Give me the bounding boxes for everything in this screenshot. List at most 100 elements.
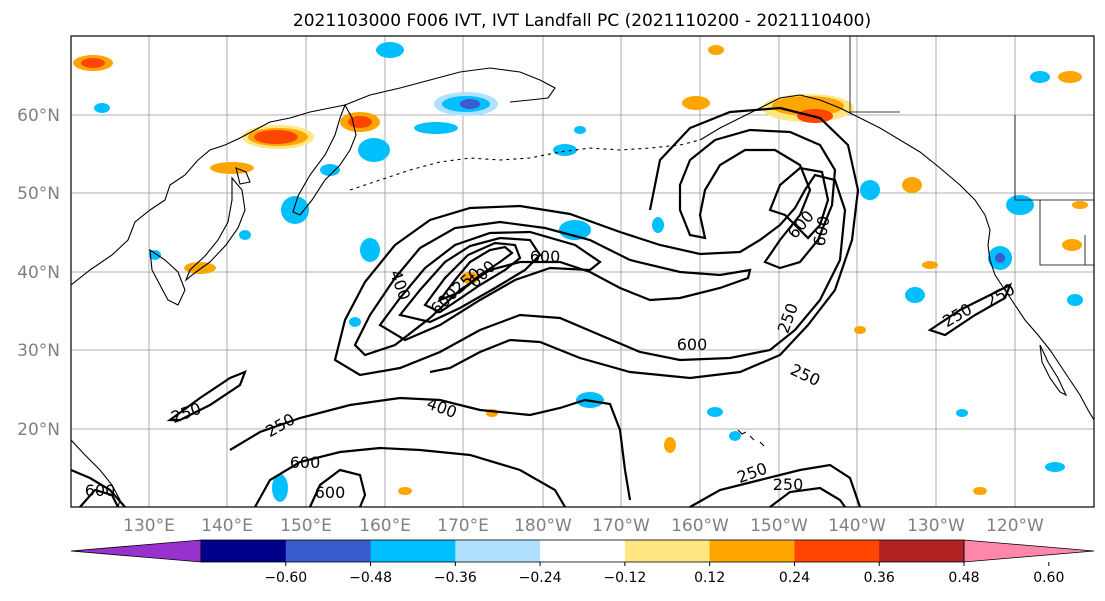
colorbar-segment [879, 540, 965, 562]
lon-tick-label: 170°W [592, 516, 650, 536]
negative-anomaly [1045, 462, 1065, 472]
colorbar-tick-label: −0.12 [603, 570, 646, 586]
negative-anomaly [995, 253, 1005, 263]
colorbar-segment [201, 540, 287, 562]
negative-anomaly [281, 196, 309, 224]
lat-tick-label: 20°N [17, 420, 60, 440]
lat-tick-label: 40°N [17, 263, 60, 283]
positive-anomaly [81, 58, 105, 68]
contour-line [423, 241, 522, 314]
contour-line [429, 106, 860, 380]
coastline [149, 248, 186, 306]
contour-label: 600 [677, 335, 708, 354]
negative-anomaly [652, 217, 664, 233]
negative-anomaly [707, 407, 723, 417]
hawaii [737, 429, 765, 447]
colorbar-segment [540, 540, 626, 562]
colorbar-tick-label: 0.60 [1033, 570, 1064, 586]
lat-tick-label: 30°N [17, 341, 60, 361]
positive-anomaly [1072, 201, 1088, 209]
contour-line [308, 468, 367, 508]
positive-anomaly [973, 487, 987, 495]
negative-anomaly [574, 126, 586, 134]
lon-tick-label: 160°E [359, 516, 411, 536]
border [849, 36, 900, 113]
longitude-labels: 130°E 140°E 150°E 160°E 170°E 180°W 170°… [123, 516, 1044, 536]
lat-tick-label: 50°N [17, 184, 60, 204]
negative-anomaly [1067, 294, 1083, 306]
latitude-labels: 60°N 50°N 40°N 30°N 20°N [17, 106, 60, 440]
lon-tick-label: 140°E [201, 516, 253, 536]
colorbar-segment [624, 540, 711, 562]
colorbar-tick-label: 0.12 [694, 570, 725, 586]
negative-anomaly [94, 103, 110, 113]
contour-line [70, 468, 126, 508]
pc-shading [73, 42, 1088, 502]
negative-anomaly [376, 42, 404, 58]
lon-tick-label: 170°E [437, 516, 489, 536]
negative-anomaly [414, 122, 458, 134]
contour-label: 600 [315, 483, 346, 502]
coastline [184, 176, 246, 282]
contour-label: 250 [773, 475, 804, 494]
ivt-contours [70, 106, 1013, 508]
aleutian-islands [349, 139, 701, 191]
negative-anomaly [349, 317, 361, 327]
negative-anomaly [460, 99, 480, 109]
colorbar-tick-label: 0.36 [864, 570, 895, 586]
colorbar-segment [370, 540, 456, 562]
contour-line [229, 396, 632, 501]
contour-label: 600 [530, 247, 561, 266]
lat-tick-label: 60°N [17, 106, 60, 126]
positive-anomaly [682, 96, 710, 110]
coastline [1039, 344, 1068, 397]
coastline [235, 167, 251, 185]
positive-anomaly [398, 487, 412, 495]
colorbar-segment [709, 540, 795, 562]
contour-line [333, 173, 847, 377]
negative-anomaly [320, 164, 340, 176]
colorbar-tick-label: 0.24 [779, 570, 810, 586]
lon-tick-label: 150°E [280, 516, 332, 536]
figure-title: 2021103000 F006 IVT, IVT Landfall PC (20… [293, 11, 871, 31]
contour-line [768, 166, 830, 240]
positive-anomaly [664, 437, 676, 453]
negative-anomaly [149, 250, 161, 260]
positive-anomaly [708, 45, 724, 55]
colorbar-tick-label: −0.60 [264, 570, 307, 586]
colorbar-tick-label: −0.24 [519, 570, 562, 586]
contour-line [398, 236, 542, 324]
positive-anomaly [184, 262, 216, 274]
coastline [984, 214, 1095, 421]
contour-line [678, 128, 837, 270]
coastline [344, 67, 556, 106]
colorbar-tick-label: 0.48 [948, 570, 979, 586]
positive-anomaly [922, 261, 938, 269]
lon-tick-label: 130°E [123, 516, 175, 536]
colorbar-segment [285, 540, 372, 562]
lon-tick-label: 180°W [514, 516, 572, 536]
map-border [70, 35, 1095, 508]
lon-tick-label: 150°W [750, 516, 808, 536]
contour-line [79, 488, 119, 508]
map-background [71, 36, 1094, 507]
negative-anomaly [1006, 195, 1034, 215]
border [1014, 115, 1094, 201]
coastlines [70, 67, 1095, 508]
contour-line [254, 446, 566, 508]
negative-anomaly [239, 230, 251, 240]
lon-tick-label: 160°W [671, 516, 729, 536]
colorbar-extend-min [70, 539, 202, 563]
colorbar-tick-label: −0.48 [349, 570, 392, 586]
lon-tick-label: 140°W [828, 516, 886, 536]
contour-label: 600 [85, 481, 116, 500]
negative-anomaly [360, 238, 380, 262]
contour-line [689, 463, 862, 508]
negative-anomaly [729, 431, 741, 441]
positive-anomaly [854, 326, 866, 334]
positive-anomaly [254, 130, 298, 144]
colorbar: −0.60 −0.48 −0.36 −0.24 −0.12 0.12 0.24 0.36 0.4… [70, 539, 1095, 586]
contour-line [378, 230, 602, 342]
colorbar-segment [794, 540, 880, 562]
lon-tick-label: 120°W [986, 516, 1044, 536]
